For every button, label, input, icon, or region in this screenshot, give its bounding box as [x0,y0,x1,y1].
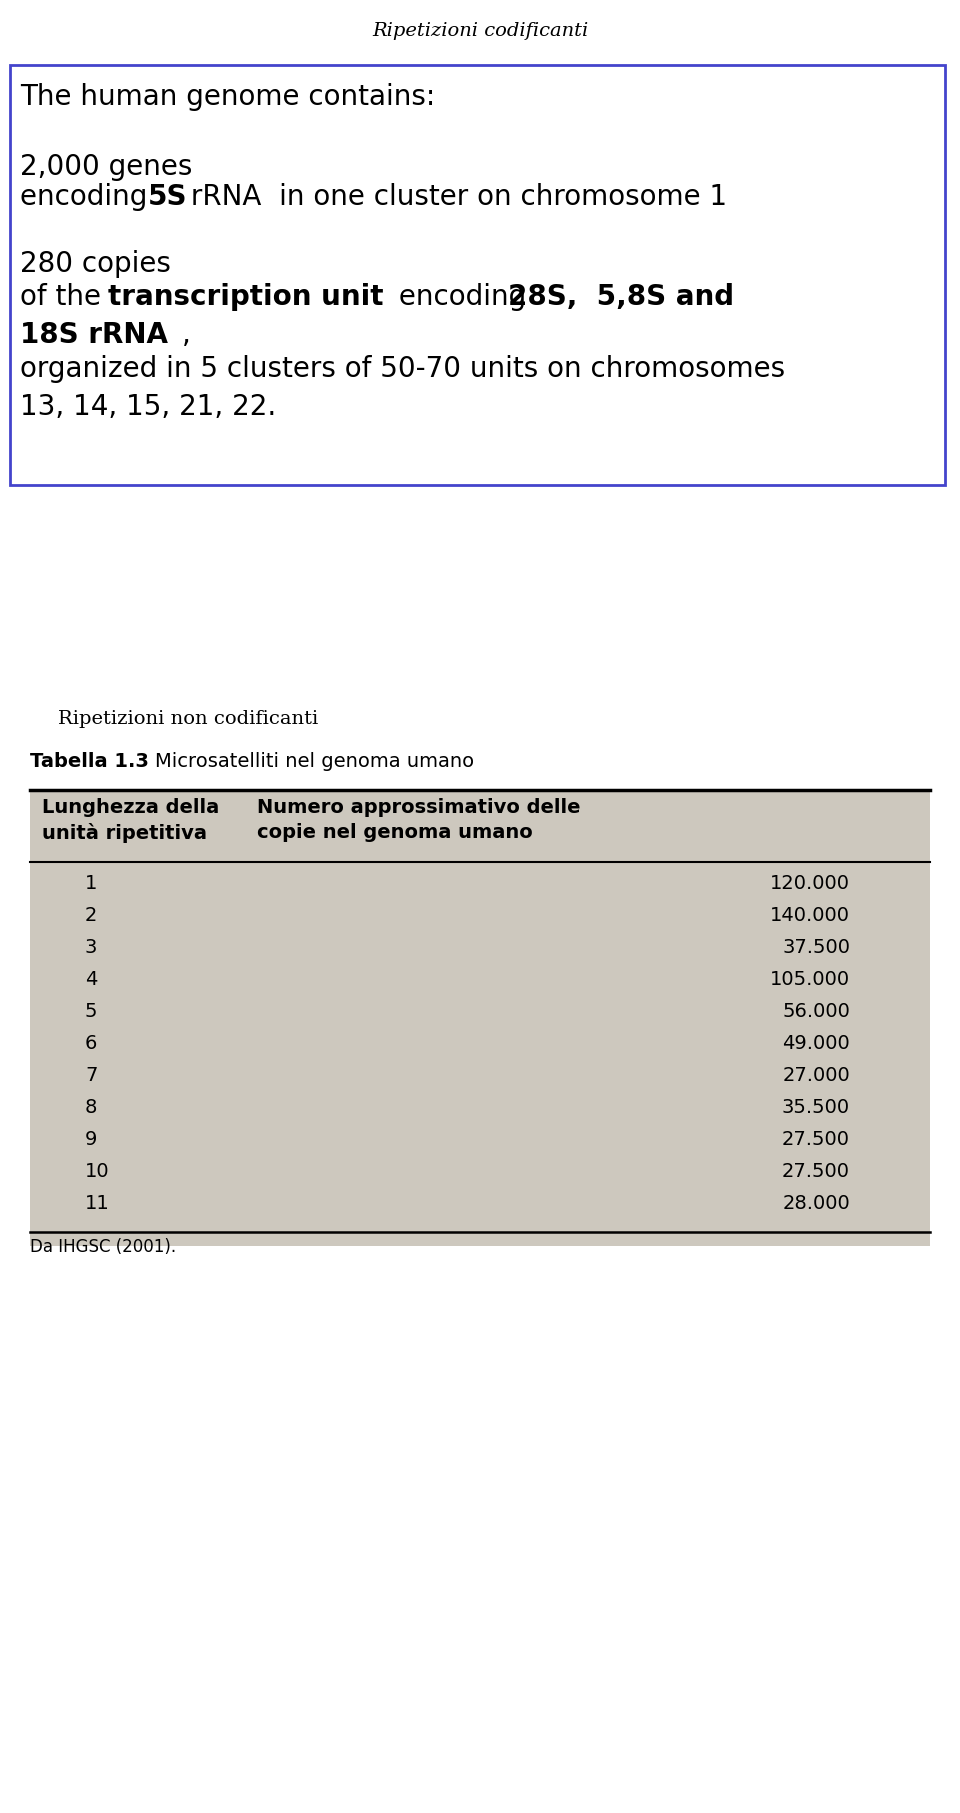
Text: 120.000: 120.000 [770,874,850,894]
Text: 35.500: 35.500 [781,1099,850,1117]
Text: 280 copies: 280 copies [20,250,171,277]
Text: 2,000 genes: 2,000 genes [20,152,192,181]
Text: 28.000: 28.000 [782,1195,850,1213]
Text: 6: 6 [85,1033,97,1053]
Text: 2: 2 [85,906,97,925]
Bar [30,790,930,1246]
Text: Numero approssimativo delle
copie nel genoma umano: Numero approssimativo delle copie nel ge… [257,798,581,841]
Text: Ripetizioni codificanti: Ripetizioni codificanti [372,22,588,40]
Text: Tabella 1.3: Tabella 1.3 [30,752,149,771]
Text: 140.000: 140.000 [770,906,850,925]
Text: 5S: 5S [148,183,187,210]
Text: 1: 1 [85,874,97,894]
Text: 10: 10 [85,1162,109,1180]
Text: The human genome contains:: The human genome contains: [20,83,435,111]
Text: 56.000: 56.000 [782,1003,850,1021]
Text: encoding: encoding [390,283,535,312]
Text: Ripetizioni non codificanti: Ripetizioni non codificanti [58,711,319,729]
Text: ,: , [182,321,191,348]
Text: 8: 8 [85,1099,97,1117]
Text: 4: 4 [85,970,97,990]
Text: 27.500: 27.500 [782,1129,850,1149]
Text: 37.500: 37.500 [782,937,850,957]
Text: Da IHGSC (2001).: Da IHGSC (2001). [30,1238,176,1256]
Text: of the: of the [20,283,109,312]
Text: 7: 7 [85,1066,97,1084]
Text: 18S rRNA: 18S rRNA [20,321,168,348]
Text: 105.000: 105.000 [770,970,850,990]
Text: rRNA  in one cluster on chromosome 1: rRNA in one cluster on chromosome 1 [182,183,727,210]
Text: 11: 11 [85,1195,109,1213]
Text: Lunghezza della
unità ripetitiva: Lunghezza della unità ripetitiva [42,798,219,843]
Text: 5: 5 [85,1003,98,1021]
Text: transcription unit: transcription unit [108,283,383,312]
Text: 27.500: 27.500 [782,1162,850,1180]
Text: 3: 3 [85,937,97,957]
Text: encoding: encoding [20,183,156,210]
Text: 9: 9 [85,1129,97,1149]
Text: Microsatelliti nel genoma umano: Microsatelliti nel genoma umano [130,752,474,771]
Text: 13, 14, 15, 21, 22.: 13, 14, 15, 21, 22. [20,393,276,421]
Text: 49.000: 49.000 [782,1033,850,1053]
Text: 28S,  5,8S and: 28S, 5,8S and [508,283,734,312]
Text: organized in 5 clusters of 50-70 units on chromosomes: organized in 5 clusters of 50-70 units o… [20,355,785,383]
FancyBboxPatch shape [10,65,945,486]
Text: 27.000: 27.000 [782,1066,850,1084]
